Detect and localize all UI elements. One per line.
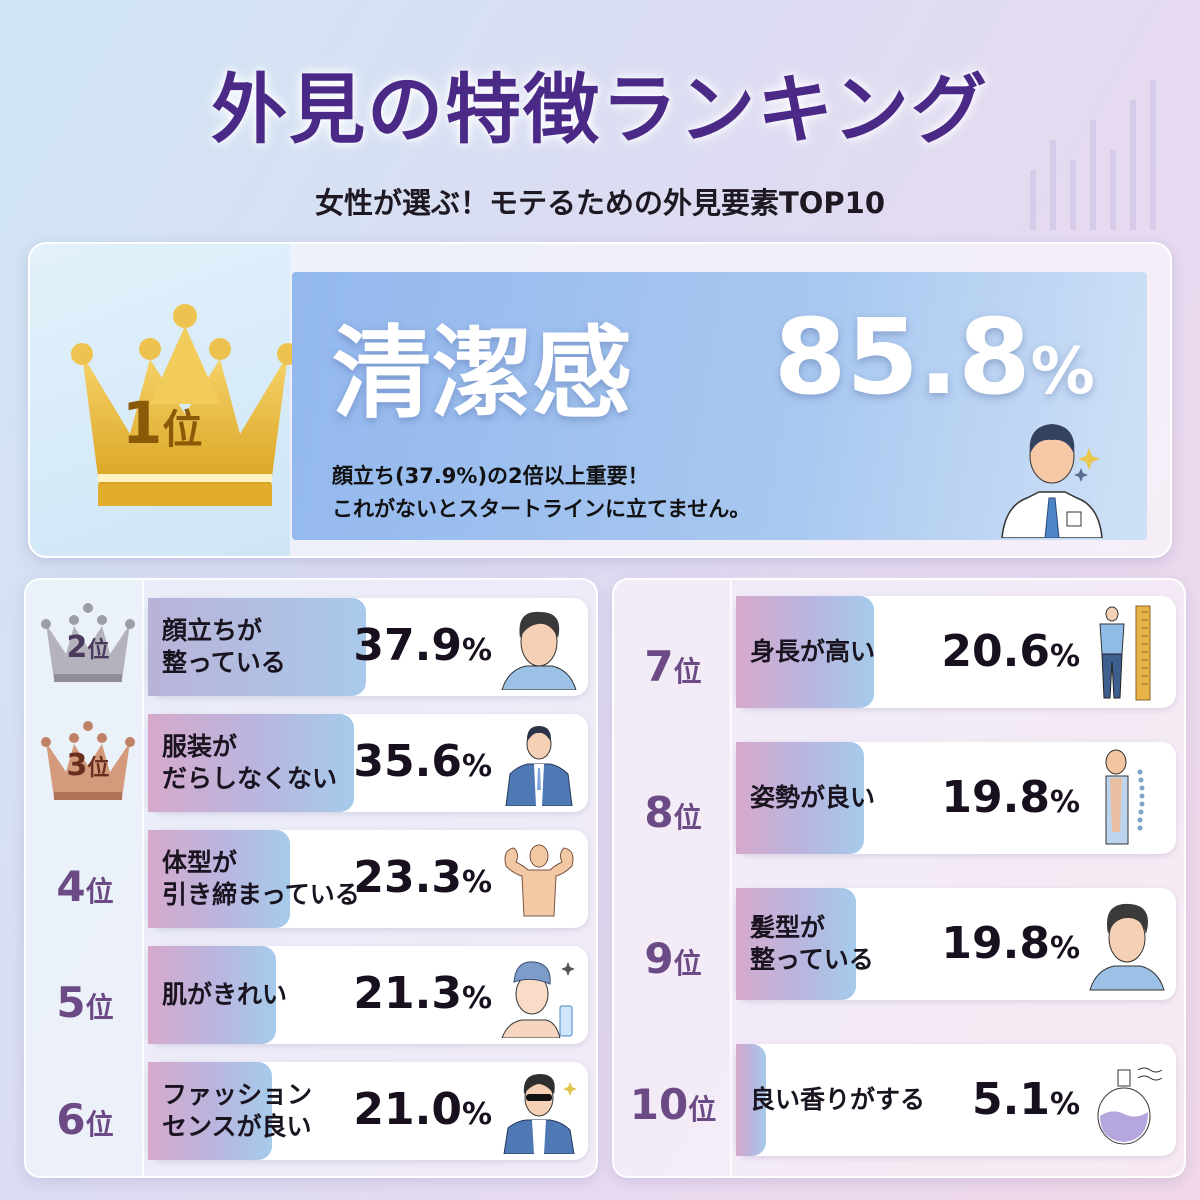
- item-value: 21.3%: [353, 968, 492, 1019]
- rank-row-5: 肌がきれい 21.3%: [148, 946, 588, 1044]
- bronze-crown-icon: [41, 721, 135, 800]
- rank-row-9: 髪型が 整っている 19.8%: [736, 888, 1176, 1000]
- header: 外見の特徴ランキング 女性が選ぶ！モテるための外見要素TOP10: [0, 48, 1200, 222]
- muscle-body-icon: [504, 844, 574, 917]
- hairstyle-face-icon: [1089, 903, 1165, 991]
- rank-9-label: 9位: [644, 934, 702, 983]
- rank-row-8: 姿勢が良い 19.8%: [736, 742, 1176, 854]
- rank-1-content: 清潔感 85.8% 顔立ち(37.9%)の2倍以上重要！ これがないとスタートラ…: [292, 272, 1147, 540]
- suit-man-icon: [505, 726, 573, 806]
- item-value: 21.0%: [353, 1084, 492, 1135]
- rank-column: 2位 3位 4位 5位 6位: [26, 580, 144, 1176]
- perfume-bottle-icon: [1097, 1067, 1163, 1145]
- item-value: 23.3%: [353, 852, 492, 903]
- ranks-7-10-panel: 7位 8位 9位 10位 身長が高い 20.6% 姿勢が良い 19.8% 髪型が…: [612, 578, 1186, 1178]
- bar: [148, 1062, 272, 1160]
- rank-row-6: ファッション センスが良い 21.0%: [148, 1062, 588, 1160]
- item-label: 身長が高い: [750, 637, 876, 666]
- item-value: 20.6%: [941, 626, 1080, 677]
- item-label: ファッション センスが良い: [162, 1080, 313, 1141]
- gold-crown-icon: [71, 304, 299, 506]
- rank-1-note: 顔立ち(37.9%)の2倍以上重要！ これがないとスタートラインに立てません。: [332, 464, 751, 521]
- item-value: 19.8%: [941, 918, 1080, 969]
- rank-7-label: 7位: [644, 642, 702, 691]
- page-subtitle: 女性が選ぶ！モテるための外見要素TOP10: [314, 186, 886, 220]
- fashion-sunglasses-icon: [503, 1074, 577, 1154]
- item-value: 35.6%: [353, 736, 492, 787]
- rank-2-label: 2位: [66, 630, 110, 665]
- rank-1-card: 1位 清潔感 85.8% 顔立ち(37.9%)の2倍以上重要！ これがないとスタ…: [28, 242, 1172, 558]
- rank-6-label: 6位: [56, 1095, 114, 1144]
- item-label: 髪型が 整っている: [750, 913, 874, 974]
- handsome-face-icon: [501, 611, 577, 690]
- rank-10-label: 10位: [629, 1080, 717, 1129]
- rank-1-name: 清潔感: [332, 315, 632, 432]
- rank-5-label: 5位: [56, 978, 114, 1027]
- bar: [148, 598, 366, 696]
- bar: [736, 888, 856, 1000]
- page-title: 外見の特徴ランキング: [211, 65, 989, 154]
- rank-1-value: 85.8%: [774, 296, 1095, 418]
- rank-row-10: 良い香りがする 5.1%: [736, 1044, 1176, 1156]
- rank-column: 7位 8位 9位 10位: [614, 580, 732, 1176]
- bar: [736, 596, 874, 708]
- background-candlestick-decoration: [1020, 70, 1170, 230]
- item-label: 姿勢が良い: [750, 783, 876, 812]
- item-label: 良い香りがする: [750, 1085, 926, 1114]
- item-label: 服装が だらしなくない: [162, 732, 338, 793]
- rank-row-4: 体型が 引き締まっている 23.3%: [148, 830, 588, 928]
- ranks-2-6-panel: 2位 3位 4位 5位 6位 顔立ちが 整っている 37.9% 服装が だらしなくな…: [24, 578, 598, 1178]
- rank-row-2: 顔立ちが 整っている 37.9%: [148, 598, 588, 696]
- rank-row-3: 服装が だらしなくない 35.6%: [148, 714, 588, 812]
- rank-1-badge: 1位: [30, 244, 299, 556]
- item-value: 37.9%: [353, 620, 492, 671]
- rank-8-label: 8位: [644, 788, 702, 837]
- man-in-shirt-tie-icon: [1001, 424, 1103, 538]
- bar: [148, 830, 290, 928]
- rank-4-label: 4位: [56, 862, 114, 911]
- silver-crown-icon: [41, 603, 135, 682]
- skincare-face-icon: [501, 961, 575, 1038]
- bar: [736, 742, 864, 854]
- item-value: 19.8%: [941, 772, 1080, 823]
- tall-man-ruler-icon: [1099, 605, 1151, 701]
- item-label: 顔立ちが 整っている: [162, 616, 286, 677]
- item-value: 5.1%: [971, 1074, 1080, 1125]
- rank-3-label: 3位: [66, 748, 110, 783]
- posture-spine-icon: [1105, 749, 1145, 845]
- bar: [148, 714, 354, 812]
- item-label: 体型が 引き締まっている: [162, 848, 360, 909]
- rank-row-7: 身長が高い 20.6%: [736, 596, 1176, 708]
- rank-1-label: 1位: [122, 389, 203, 457]
- item-label: 肌がきれい: [162, 980, 288, 1009]
- bar: [148, 946, 276, 1044]
- bar: [736, 1044, 766, 1156]
